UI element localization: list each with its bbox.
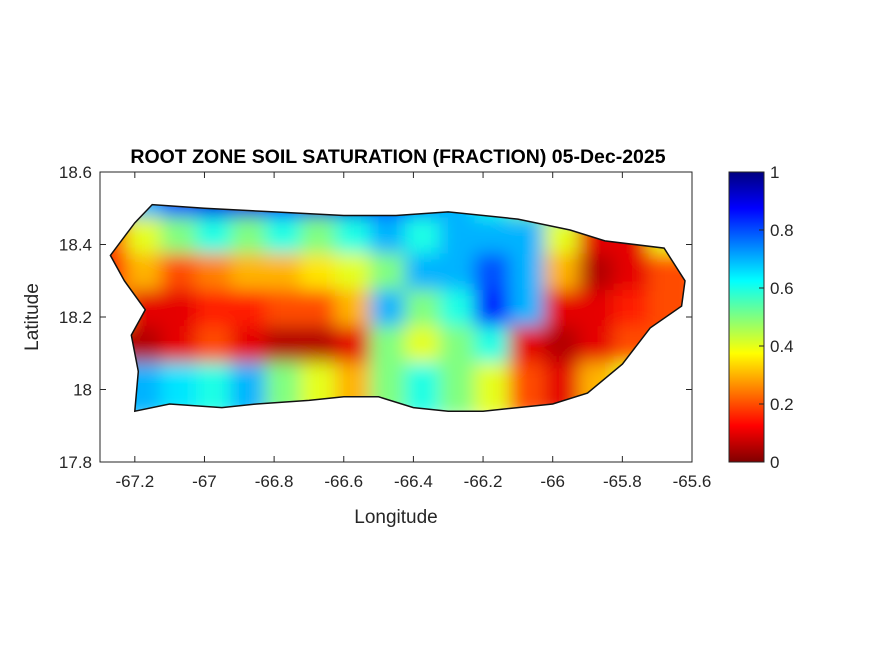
x-tick-label: -65.6 [673,472,712,491]
island-coastline [109,203,686,413]
y-tick-label: 17.8 [59,453,92,472]
colorbar-tick-label: 0 [770,453,779,472]
x-tick-label: -65.8 [603,472,642,491]
colorbar-tick-label: 0.6 [770,279,794,298]
x-tick-label: -66.2 [464,472,503,491]
y-axis-label: Latitude [22,283,43,351]
y-tick-label: 18 [73,381,92,400]
y-tick-label: 18.2 [59,308,92,327]
x-tick-label: -66 [540,472,565,491]
x-tick-label: -67.2 [115,472,154,491]
x-tick-label: -66.8 [255,472,294,491]
x-axis-label: Longitude [354,507,437,528]
colorbar [728,171,765,463]
x-tick-label: -67 [192,472,217,491]
colorbar-tick-label: 1 [770,163,779,182]
x-tick-label: -66.4 [394,472,433,491]
colorbar-tick-label: 0.2 [770,395,794,414]
colorbar-tick-label: 0.4 [770,337,794,356]
y-tick-label: 18.6 [59,163,92,182]
chart-title: ROOT ZONE SOIL SATURATION (FRACTION) 05-… [130,146,665,168]
x-tick-label: -66.6 [324,472,363,491]
y-tick-label: 18.4 [59,236,92,255]
colorbar-tick-label: 0.8 [770,221,794,240]
